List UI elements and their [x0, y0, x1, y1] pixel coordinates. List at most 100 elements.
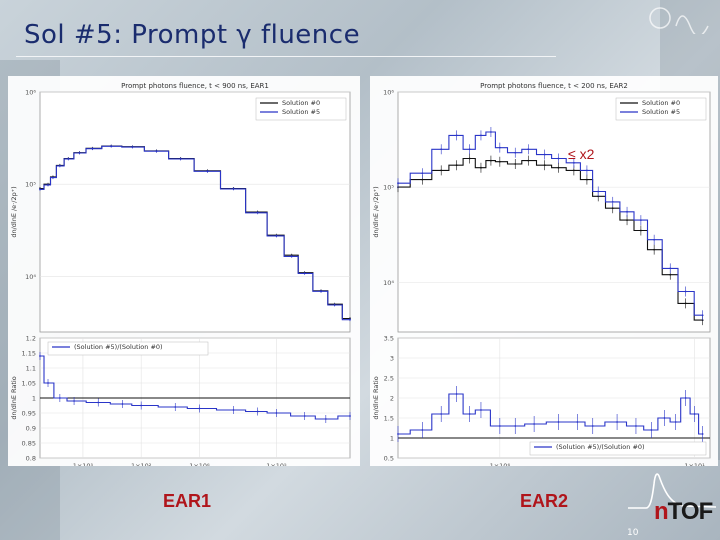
series-line: [398, 393, 703, 435]
legend-label: (Solution #5)/(Solution #0): [556, 443, 645, 451]
data-point: [440, 413, 443, 415]
x-tick-label: 1×10⁶: [189, 462, 210, 466]
plot-area: [39, 91, 351, 333]
data-point: [78, 152, 81, 154]
data-point: [58, 165, 61, 167]
right-chart-panel: 10⁴ 10⁵ 10⁶ Prompt photons fluence, t < 200…: [370, 76, 718, 466]
data-point: [58, 397, 61, 399]
ear1-chart: 10⁴ 10⁵ 10⁶ Prompt photons fluence, t < 900…: [10, 82, 351, 466]
data-point: [131, 146, 134, 148]
data-point: [421, 429, 424, 431]
legend-box: [255, 97, 347, 121]
page-number: 10: [627, 528, 639, 538]
data-point: [421, 178, 424, 181]
series-line: [398, 131, 703, 316]
data-point: [669, 273, 672, 276]
data-point: [110, 145, 113, 148]
y-tick-label: 1.2: [26, 335, 36, 343]
y-axis-label: dn/dlnE Ratio: [372, 376, 380, 419]
data-point: [674, 421, 677, 423]
legend-label: Solution #0: [282, 99, 320, 107]
data-point: [91, 147, 94, 150]
data-point: [684, 290, 687, 293]
data-point: [684, 302, 687, 305]
y-axis-label: dn/dlnE /e·/2p⁺): [10, 186, 18, 237]
y-axis-label: dn/dlnE Ratio: [10, 376, 18, 419]
data-point: [179, 158, 182, 160]
ntof-logo-text: nTOF: [654, 498, 713, 526]
ntof-logo-curve: [628, 473, 717, 509]
data-point: [572, 161, 575, 164]
data-point: [39, 188, 41, 191]
data-point: [597, 190, 600, 193]
y-tick-label: 2.5: [384, 375, 394, 383]
data-point: [669, 267, 672, 270]
data-point: [586, 169, 588, 172]
data-point: [349, 415, 351, 417]
data-point: [421, 172, 424, 175]
data-point: [397, 182, 399, 185]
data-point: [498, 425, 501, 427]
data-point: [290, 255, 293, 258]
y-tick-label: 1.1: [26, 365, 36, 373]
y-tick-label: 10⁵: [383, 184, 394, 192]
data-point: [693, 413, 696, 415]
y-tick-label: 0.85: [22, 440, 36, 448]
data-point: [52, 176, 54, 179]
y-tick-label: 0.8: [26, 455, 36, 463]
legend-box: [615, 97, 707, 121]
chart-title: Prompt photons fluence, t < 900 ns, EAR1: [121, 82, 269, 90]
data-point: [514, 163, 517, 165]
data-point: [514, 425, 517, 427]
data-point: [616, 421, 618, 423]
data-point: [67, 158, 70, 160]
data-point: [397, 433, 399, 435]
data-point: [611, 207, 614, 210]
left-chart-panel: 10⁴ 10⁵ 10⁶ Prompt photons fluence, t < 900…: [8, 76, 360, 466]
data-point: [140, 404, 143, 407]
data-point: [543, 164, 546, 167]
slide-title: Sol #5: Prompt γ fluence: [24, 20, 361, 50]
x-tick-label: 1×10¹: [684, 462, 705, 466]
chart-title: Prompt photons fluence, t < 200 ns, EAR2: [480, 82, 628, 90]
data-point: [611, 200, 614, 203]
data-point: [198, 407, 201, 410]
data-point: [480, 134, 482, 137]
y-tick-label: 2: [390, 395, 394, 403]
data-point: [557, 421, 560, 423]
data-point: [232, 409, 235, 411]
data-point: [639, 229, 642, 232]
data-point: [490, 159, 492, 162]
data-point: [121, 403, 124, 405]
legend-label: (Solution #5)/(Solution #0): [74, 343, 163, 351]
data-point: [626, 219, 628, 222]
data-point: [275, 412, 278, 414]
data-point: [303, 415, 306, 417]
data-point: [256, 410, 259, 413]
data-point: [663, 417, 666, 419]
legend-label: Solution #5: [282, 108, 320, 116]
x-tick-label: 1×10²: [131, 462, 152, 466]
data-point: [498, 160, 501, 163]
plot-area: [397, 91, 711, 333]
data-point: [591, 425, 594, 427]
data-point: [498, 146, 501, 149]
data-point: [468, 148, 471, 151]
corner-logo: [649, 7, 709, 34]
data-point: [468, 413, 471, 415]
y-tick-label: 10⁴: [25, 273, 36, 281]
data-point: [349, 318, 351, 321]
data-point: [684, 397, 687, 399]
data-point: [480, 409, 482, 411]
data-point: [653, 248, 656, 251]
data-point: [576, 421, 579, 423]
ear2-chart: 10⁴ 10⁵ 10⁶ Prompt photons fluence, t < 200…: [372, 82, 711, 466]
data-point: [572, 169, 575, 172]
x-tick-label: 1×10⁵: [266, 462, 287, 466]
ear1-label: EAR1: [163, 491, 212, 511]
data-point: [635, 425, 637, 427]
y-tick-label: 0.9: [26, 425, 36, 433]
y-tick-label: 1: [390, 435, 394, 443]
data-point: [174, 406, 177, 408]
data-point: [320, 290, 322, 293]
